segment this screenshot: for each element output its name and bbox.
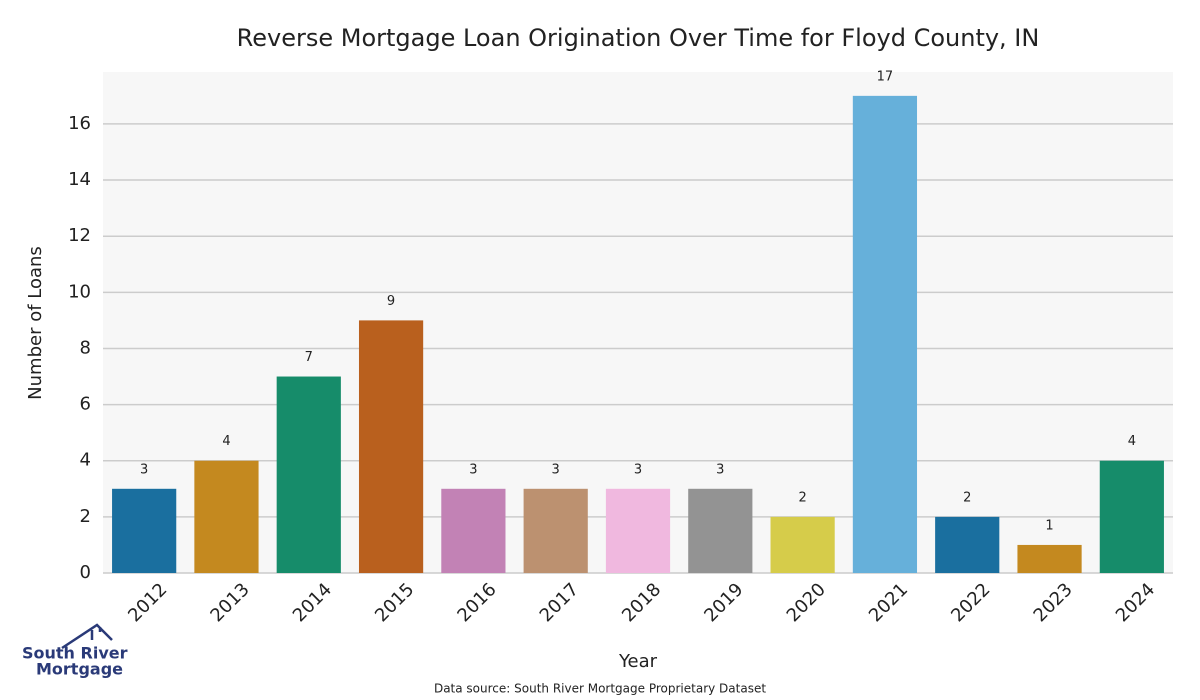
value-label: 3 <box>634 462 642 477</box>
logo-house <box>61 623 113 650</box>
y-tick-label: 0 <box>80 562 91 583</box>
value-label: 3 <box>140 462 148 477</box>
x-tick-label: 2017 <box>536 579 583 626</box>
bar <box>441 488 506 573</box>
logo: South River Mortgage <box>22 623 128 679</box>
bar <box>194 460 259 573</box>
x-axis-label: Year <box>618 651 658 672</box>
value-label: 4 <box>1128 434 1136 449</box>
bar <box>852 95 918 573</box>
bar <box>112 488 177 573</box>
y-tick-label: 8 <box>80 337 91 358</box>
value-label: 4 <box>222 434 230 449</box>
bar <box>523 488 588 573</box>
x-tick-label: 2019 <box>700 579 747 626</box>
chart-title: Reverse Mortgage Loan Origination Over T… <box>237 24 1040 52</box>
x-tick-label: 2018 <box>618 579 665 626</box>
value-label: 3 <box>552 462 560 477</box>
x-tick-label: 2014 <box>289 579 336 626</box>
bar <box>935 516 1000 573</box>
y-tick-label: 16 <box>68 113 91 134</box>
bar <box>770 516 835 573</box>
x-tick-label: 2016 <box>453 579 500 626</box>
x-tick-label: 2023 <box>1030 579 1077 626</box>
y-tick-label: 6 <box>80 394 91 415</box>
logo-text: Mortgage <box>36 660 123 679</box>
x-tick-label: 2013 <box>206 579 253 626</box>
bar <box>1017 544 1082 573</box>
y-axis-label: Number of Loans <box>25 246 46 400</box>
bar <box>276 376 341 573</box>
source-note: Data source: South River Mortgage Propri… <box>434 682 766 696</box>
x-tick-label: 2024 <box>1112 579 1159 626</box>
value-label: 3 <box>469 462 477 477</box>
y-tick-label: 10 <box>68 281 91 302</box>
value-label: 17 <box>877 69 894 84</box>
bar <box>358 320 424 573</box>
y-tick-label: 2 <box>80 506 91 527</box>
x-tick-label: 2021 <box>865 579 912 626</box>
value-label: 9 <box>387 294 395 309</box>
value-label: 3 <box>716 462 724 477</box>
y-tick-label: 4 <box>80 450 91 471</box>
x-tick-label: 2012 <box>124 579 171 626</box>
value-label: 2 <box>798 490 806 505</box>
bar <box>605 488 671 573</box>
bars <box>112 95 1164 573</box>
value-label: 2 <box>963 490 971 505</box>
value-label: 7 <box>305 350 313 365</box>
x-tick-label: 2022 <box>947 579 994 626</box>
bar <box>688 488 753 573</box>
value-label: 1 <box>1045 518 1053 533</box>
y-tick-label: 14 <box>68 169 91 190</box>
x-tick-label: 2020 <box>783 579 830 626</box>
logo-text: South River <box>22 644 128 663</box>
bar <box>1099 460 1164 573</box>
y-tick-label: 12 <box>68 225 91 246</box>
x-tick-label: 2015 <box>371 579 418 626</box>
